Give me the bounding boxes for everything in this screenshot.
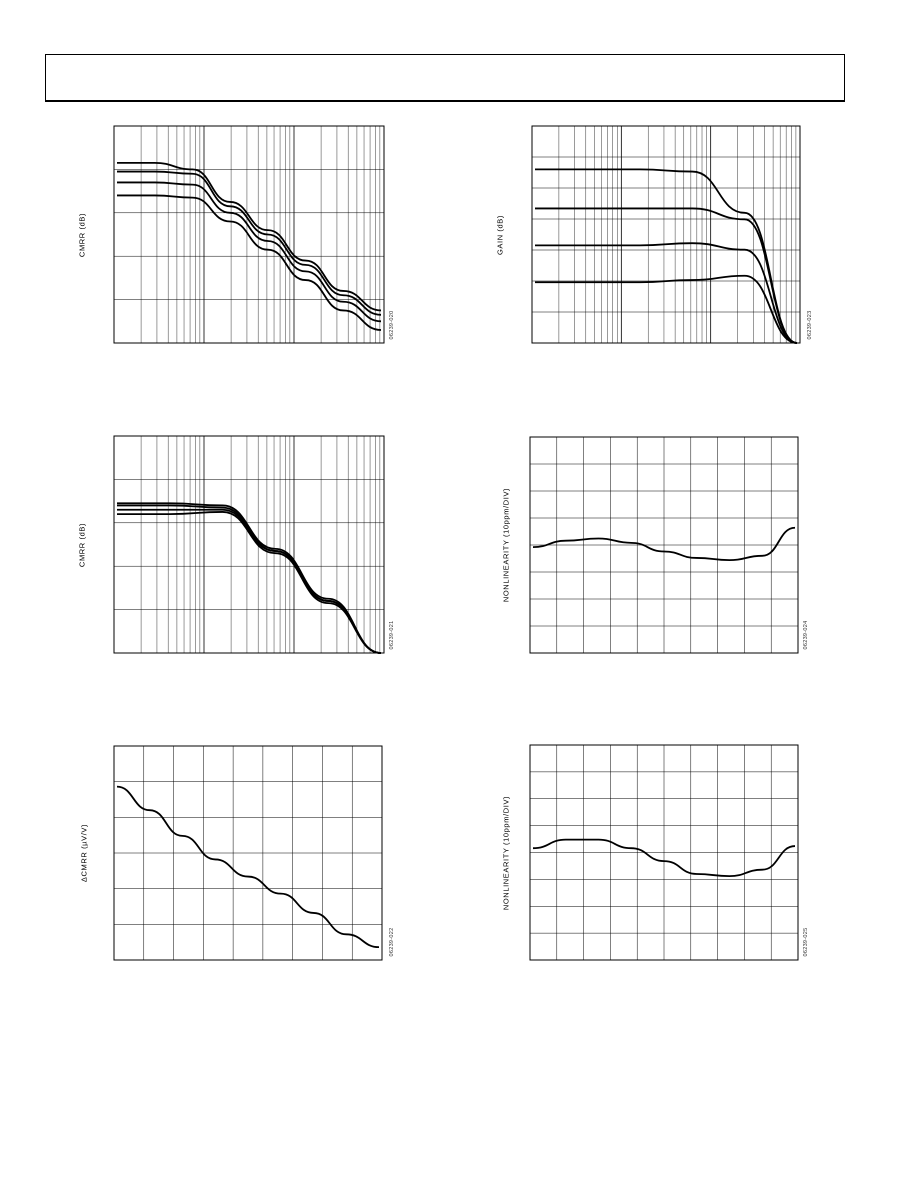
series-line-4 xyxy=(116,194,382,331)
plot-frame xyxy=(113,435,385,654)
series-line-1 xyxy=(535,168,798,344)
y-axis-label: NONLINEARITY (10ppm/DIV) xyxy=(501,795,511,910)
y-axis-label: NONLINEARITY (10ppm/DIV) xyxy=(501,487,511,603)
chart-2 xyxy=(531,125,801,344)
chart-5-svg xyxy=(113,745,383,961)
plot-frame xyxy=(529,744,799,961)
series-line-1 xyxy=(532,526,796,562)
figure-id: 06239-021 xyxy=(389,620,395,650)
gridlines xyxy=(530,745,798,960)
gridlines xyxy=(530,437,798,653)
series-line-1 xyxy=(117,502,382,654)
chart-5 xyxy=(113,745,383,961)
y-axis-label: ΔCMRR (µV/V) xyxy=(79,823,89,883)
series-line-1 xyxy=(532,838,796,878)
series-line-2 xyxy=(534,207,798,344)
figure-id: 06239-024 xyxy=(803,620,809,650)
chart-4-svg xyxy=(529,436,799,654)
plot-frame xyxy=(531,125,801,344)
figure-id: 06239-020 xyxy=(389,310,395,340)
series-line-1 xyxy=(116,785,380,949)
header-box xyxy=(45,54,845,102)
chart-2-svg xyxy=(531,125,801,344)
series-line-4 xyxy=(535,274,798,344)
plot-frame xyxy=(113,745,383,961)
plot-frame xyxy=(529,436,799,654)
y-axis-label: GAIN (dB) xyxy=(495,214,505,255)
series-line-3 xyxy=(116,508,382,654)
chart-6 xyxy=(529,744,799,961)
y-axis-label: CMRR (dB) xyxy=(77,212,87,257)
gridlines xyxy=(113,436,384,653)
chart-1 xyxy=(113,125,385,344)
gridlines xyxy=(531,126,800,343)
figure-id: 06239-022 xyxy=(389,927,395,957)
series-line-2 xyxy=(117,170,382,316)
plot-frame xyxy=(113,125,385,344)
chart-1-svg xyxy=(113,125,385,344)
chart-3-svg xyxy=(113,435,385,654)
series-line-3 xyxy=(534,242,798,344)
chart-4 xyxy=(529,436,799,654)
figure-id: 06239-023 xyxy=(807,310,813,340)
y-axis-label: CMRR (dB) xyxy=(77,522,87,567)
series-line-4 xyxy=(117,511,382,654)
chart-6-svg xyxy=(529,744,799,961)
series-line-1 xyxy=(116,161,382,312)
chart-3 xyxy=(113,435,385,654)
figure-id: 06239-025 xyxy=(803,927,809,957)
series-line-3 xyxy=(117,181,382,323)
gridlines xyxy=(114,746,382,960)
